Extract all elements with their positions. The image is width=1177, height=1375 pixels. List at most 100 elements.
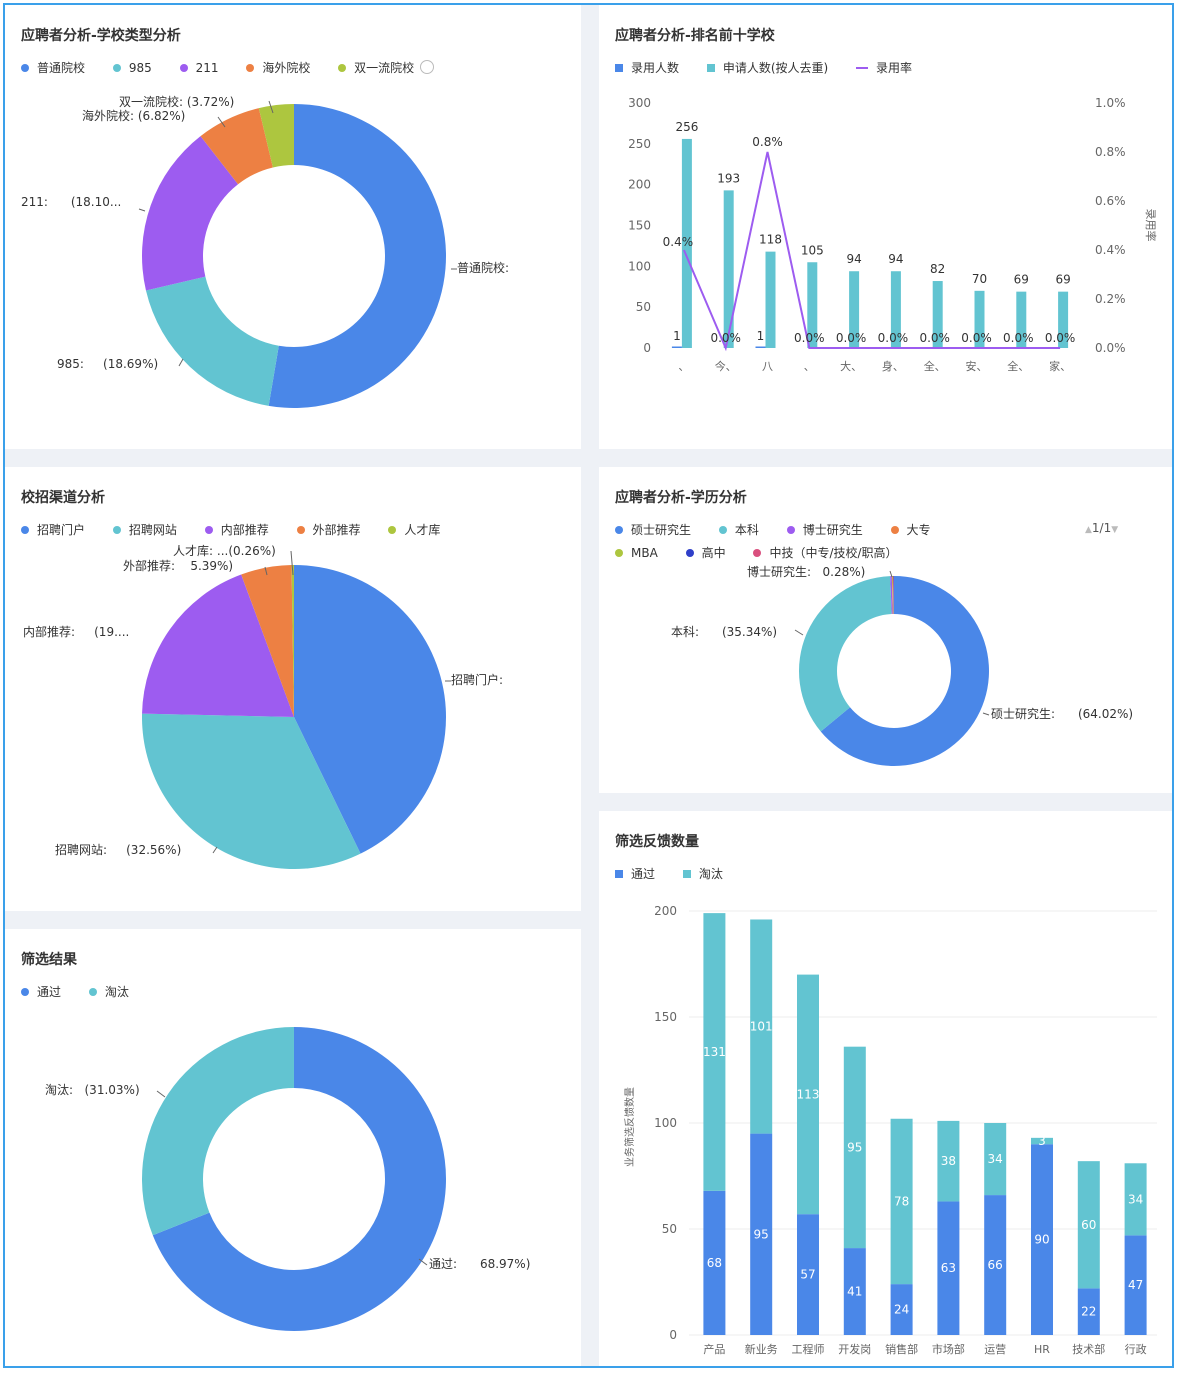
slice-label-pct: (18.69%) (103, 357, 159, 371)
bar-pass (1124, 1235, 1147, 1335)
bar-reject (937, 1120, 960, 1202)
legend-item[interactable]: 博士研究生 (786, 521, 863, 538)
slice-label-pct: (6.82%) (137, 109, 186, 123)
slice-label-pct: 0.28%) (822, 565, 866, 579)
slice-label: 硕士研究生: (64.02%) (991, 705, 1133, 722)
line-value-label: 0.0% (1003, 331, 1034, 345)
legend-item[interactable]: 外部推荐 (296, 521, 361, 538)
bar-pass (797, 1214, 819, 1335)
slice-label-pct: (3.72%) (186, 95, 235, 109)
screening-feedback-panel: 筛选反馈数量 通过 淘汰 0 50 100 150 200 业务筛选反馈数量 68 131 产品… (599, 811, 1172, 1366)
bar-value-label: 90 (1034, 1233, 1049, 1247)
top-schools-chart: 0 50 100 150 200 250 300 0.0% 0.2% 0.4% 0.6% 0.8% 1.… (628, 96, 1158, 373)
bar (1016, 291, 1027, 348)
pager-up-icon[interactable]: ▲ (1085, 525, 1092, 535)
legend-item[interactable]: 淘汰 (88, 983, 129, 1000)
legend-item[interactable]: 人才库 (388, 521, 440, 538)
pie-slice (891, 576, 894, 615)
legend: 硕士研究生 本科 博士研究生 大专 (615, 521, 955, 538)
legend-item[interactable]: 211 (179, 61, 218, 75)
bar-value-label: 70 (972, 272, 987, 286)
legend-item[interactable]: 高中 (685, 544, 726, 561)
legend-item[interactable]: 淘汰 (682, 865, 723, 882)
bar-pass (1077, 1288, 1100, 1335)
pie-slice (141, 1027, 294, 1236)
legend-dot (615, 549, 623, 557)
legend-dot (296, 526, 305, 534)
bar-value-label: 95 (754, 1227, 769, 1241)
more-circle-icon[interactable] (420, 60, 435, 74)
pager-down-icon[interactable]: ▼ (1111, 525, 1119, 535)
line-value-label: 0.0% (878, 331, 909, 345)
pie-slice (200, 108, 273, 185)
slice-label-name: 海外院校: (82, 109, 135, 123)
legend-row-2: MBA 高中 中技（中专/技校/职高） (615, 544, 922, 561)
legend-item[interactable]: 通过 (615, 865, 655, 882)
line-value-label: 0.0% (836, 331, 867, 345)
legend-item[interactable]: 招聘门户 (21, 521, 85, 538)
slice-label-name: 博士研究生: (747, 565, 812, 579)
bar-reject (750, 919, 773, 1134)
pie-slice (152, 1027, 446, 1331)
slice-label: 普通院校: (457, 259, 509, 276)
legend-item[interactable]: 本科 (718, 521, 759, 538)
legend-label: 淘汰 (698, 867, 723, 881)
x-tick-label: 、 (804, 360, 815, 373)
legend-label: 博士研究生 (802, 523, 863, 537)
bar-value-label: 113 (797, 1087, 820, 1101)
bar-value-label: 94 (846, 252, 861, 266)
slice-label: 内部推荐: (19.... (23, 623, 129, 640)
slice-label: 人才库: ...(0.26%) (173, 542, 276, 559)
legend-label: 中技（中专/技校/职高） (769, 546, 898, 560)
legend-item[interactable]: 招聘网站 (112, 521, 177, 538)
legend-item[interactable]: 双一流院校 (338, 59, 435, 76)
education-donut (794, 570, 990, 766)
bar-value-label: 193 (717, 171, 740, 185)
legend-item[interactable]: 硕士研究生 (615, 521, 691, 538)
legend-item[interactable]: 内部推荐 (204, 521, 269, 538)
bar-reject (703, 913, 726, 1191)
legend-dot (388, 526, 397, 534)
legend-item[interactable]: 海外院校 (246, 59, 310, 76)
legend-dot (112, 64, 121, 72)
bar-value-label: 66 (988, 1258, 1003, 1272)
line-value-label: 0.0% (961, 331, 992, 345)
legend-item[interactable]: 申请人数(按人去重) (706, 59, 828, 76)
label-line (264, 566, 268, 576)
bar-pass (984, 1195, 1007, 1335)
x-tick-label: 身、 (882, 359, 904, 373)
label-line (217, 116, 226, 128)
x-tick-label: 大、 (840, 359, 862, 373)
x-tick-label: 今、 (715, 359, 737, 373)
bar-reject (1124, 1163, 1147, 1236)
slice-label-name: 招聘门户: (451, 673, 504, 687)
legend-dot (21, 988, 29, 996)
x-tick-label: 技术部 (1072, 1342, 1105, 1356)
legend-item[interactable]: 通过 (21, 983, 61, 1000)
slice-label-pct: (19.... (94, 625, 130, 639)
y-axis-title: 业务筛选反馈数量 (623, 1087, 636, 1167)
legend-label: 普通院校 (37, 61, 86, 75)
y2-axis-title: 录用率 (1144, 209, 1158, 242)
panel-title: 校招渠道分析 (21, 490, 105, 506)
legend-item[interactable]: 985 (112, 61, 152, 75)
x-tick-label: 市场部 (932, 1342, 965, 1356)
legend: 普通院校 985 211 海外院校 双一流院校 (21, 59, 458, 76)
legend-dot (246, 64, 255, 72)
legend-item[interactable]: 中技（中专/技校/职高） (753, 544, 898, 561)
y-tick-label: 300 (628, 96, 651, 110)
line-value-label: 0.0% (710, 331, 741, 345)
x-tick-label: 销售部 (885, 1342, 918, 1356)
label-line (889, 570, 893, 578)
label-line (290, 550, 294, 576)
legend-item[interactable]: 大专 (890, 521, 931, 538)
legend-item[interactable]: 录用率 (856, 59, 912, 76)
legend-item[interactable]: MBA (615, 546, 658, 560)
legend-item[interactable]: 普通院校 (21, 59, 85, 76)
x-tick-label: 、 (678, 360, 689, 373)
legend-item[interactable]: 录用人数 (615, 59, 679, 76)
y-tick-label: 150 (654, 1010, 677, 1024)
slice-label-name: 淘汰: (45, 1083, 74, 1097)
pie-slice (142, 136, 239, 291)
bar-pass (937, 1201, 960, 1335)
